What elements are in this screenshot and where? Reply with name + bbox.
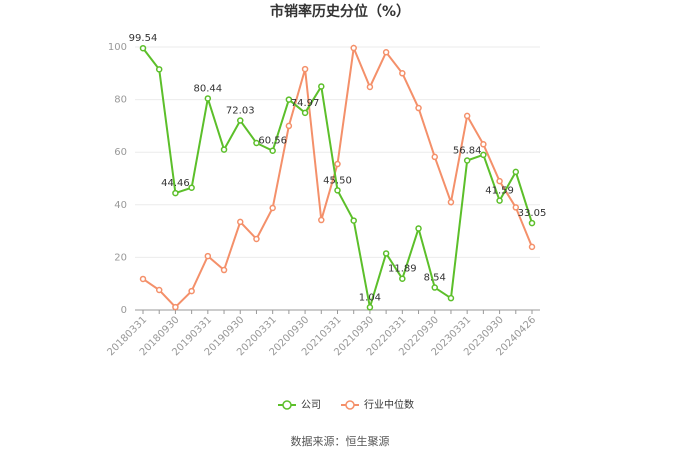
data-label: 60.56 — [258, 136, 287, 147]
point — [301, 109, 309, 117]
point — [496, 197, 503, 204]
point — [350, 217, 357, 224]
point — [350, 44, 357, 52]
point — [172, 303, 179, 311]
point — [155, 66, 163, 73]
point — [269, 147, 276, 154]
point — [399, 70, 406, 77]
y-tick-label: 80 — [114, 95, 127, 106]
point — [447, 294, 455, 302]
data-label: 99.54 — [129, 33, 158, 44]
data-label: 80.44 — [194, 83, 223, 94]
point — [366, 304, 374, 311]
point — [431, 153, 438, 161]
point — [463, 157, 471, 164]
point — [415, 104, 422, 112]
data-label: 45.50 — [323, 175, 352, 186]
data-label: 11.89 — [388, 264, 417, 275]
point — [528, 243, 536, 251]
point — [399, 275, 406, 282]
point — [172, 189, 179, 197]
y-tick-label: 0 — [121, 305, 127, 316]
point — [366, 83, 374, 91]
legend-marker — [345, 400, 355, 410]
point — [463, 112, 471, 120]
point — [237, 218, 244, 226]
point — [382, 250, 390, 257]
y-tick-label: 20 — [114, 252, 127, 263]
point — [253, 139, 260, 147]
y-tick-label: 100 — [108, 42, 127, 53]
data-label: 1.04 — [359, 292, 381, 303]
point — [285, 96, 293, 103]
point — [334, 187, 341, 194]
point — [188, 287, 195, 295]
point — [528, 219, 536, 227]
data-label: 33.05 — [518, 208, 547, 219]
point — [512, 168, 520, 176]
point — [447, 198, 455, 206]
point — [139, 44, 147, 52]
point — [155, 286, 163, 294]
source-note: 数据来源：恒生聚源 — [291, 434, 390, 448]
point — [204, 252, 212, 260]
point — [415, 225, 422, 232]
data-label: 41.59 — [485, 186, 514, 197]
point — [220, 146, 228, 153]
point — [301, 65, 309, 73]
point — [318, 216, 325, 224]
point — [496, 177, 503, 185]
point — [139, 275, 147, 283]
point — [334, 160, 341, 168]
point — [204, 95, 212, 102]
legend-marker — [282, 400, 292, 410]
point — [253, 235, 260, 243]
y-tick-label: 40 — [114, 200, 127, 211]
point — [480, 151, 487, 159]
point — [285, 122, 293, 130]
point — [318, 83, 325, 90]
y-tick-label: 60 — [114, 147, 127, 158]
legend-label: 公司 — [301, 400, 321, 411]
point — [382, 49, 390, 56]
point — [269, 204, 276, 212]
point — [431, 284, 438, 291]
point — [220, 266, 228, 274]
data-label: 74.97 — [291, 98, 320, 109]
chart-title: 市销率历史分位（%） — [270, 3, 410, 20]
legend-label: 行业中位数 — [364, 398, 414, 411]
data-label: 72.03 — [226, 106, 255, 117]
point — [512, 204, 520, 211]
point — [237, 117, 244, 124]
point — [480, 141, 487, 148]
data-label: 8.54 — [424, 273, 446, 284]
point — [188, 184, 195, 191]
data-label: 44.46 — [161, 178, 190, 189]
data-label: 56.84 — [453, 146, 482, 157]
